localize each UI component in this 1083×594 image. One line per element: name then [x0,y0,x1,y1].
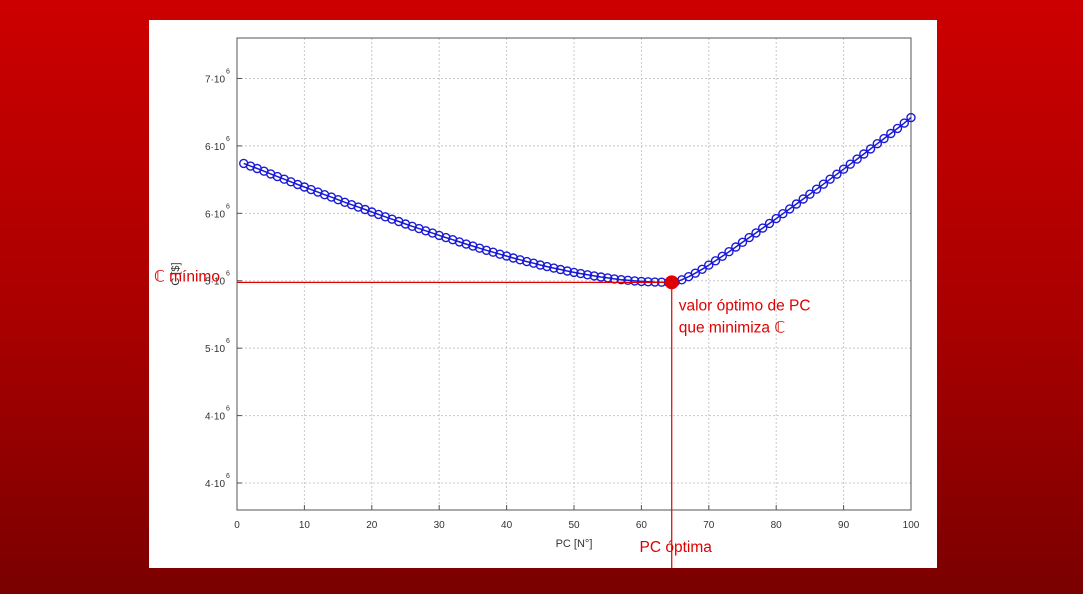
data-point [636,276,647,287]
x-tick-label: 50 [568,520,580,531]
optimal-pc-annotation: PC óptima [640,539,713,556]
optimum-annotation-line2: que minimiza ℂ [679,319,786,336]
data-point [582,270,593,280]
x-tick-label: 90 [838,520,850,531]
y-tick-label: 6·10 [205,142,225,153]
chart-svg: 0 10 20 30 40 50 60 70 80 90 100 4·1064·1065·1065·… [154,37,920,568]
y-tick-label: 4·10 [205,412,225,423]
data-point [886,128,896,139]
data-point [811,184,822,194]
y-tick-label: 5·10 [205,277,225,288]
data-point [434,230,444,241]
data-point [596,272,606,282]
x-tick-label: 0 [234,520,240,531]
data-point [468,241,478,251]
data-point [569,267,579,278]
data-point [838,164,849,174]
y-tick-exponent: 6 [226,203,230,210]
data-point [758,223,768,233]
data-point [616,275,626,285]
data-point [710,256,721,266]
data-point [488,247,498,257]
data-point [515,255,525,265]
y-tick-exponent: 6 [226,271,230,278]
data-point [865,144,876,154]
data-point [906,112,916,123]
data-point [555,264,566,275]
x-tick-label: 80 [771,520,783,531]
data-point [731,242,741,252]
series-line [243,117,912,284]
optimum-annotation-line1: valor óptimo de PC [679,297,811,314]
data-point [448,234,458,245]
chart-panel: 0 10 20 30 40 50 60 70 80 90 100 4·10 6 4·10 6 5·10 6 5·… [149,20,937,568]
y-tick-exponent: 6 [226,68,230,75]
y-tick-exponent: 6 [226,473,230,480]
y-tick-exponent: 6 [226,338,230,345]
data-point [845,159,855,169]
data-point [771,213,781,224]
data-point [899,118,909,128]
data-point [508,253,518,263]
data-point [764,218,775,229]
data-point [872,138,882,149]
data-point [697,264,707,275]
data-point [805,189,815,199]
data-point [744,232,754,243]
data-point [791,199,802,209]
y-tick-label: 7·10 [205,74,225,85]
data-point [501,251,512,261]
data-point [414,223,424,234]
data-point [549,263,559,273]
data-point [737,237,748,248]
x-tick-label: 10 [299,520,311,531]
data-point [852,154,862,164]
series-markers [238,112,916,288]
data-point [562,266,572,276]
data-point [690,268,700,278]
x-tick-label: 20 [366,520,378,531]
data-point [798,194,808,204]
x-axis-label: PC [N°] [556,538,593,550]
data-point [751,228,761,238]
data-point [724,246,734,257]
optimum-point [664,275,679,290]
y-tick-label: 4·10 [205,479,225,490]
data-point [542,261,552,272]
min-cost-annotation: ℂ mínimo [154,268,220,285]
data-point [785,204,795,214]
x-tick-label: 100 [903,520,920,531]
x-tick-label: 40 [501,520,513,531]
y-tick-label: 5·10 [205,344,225,355]
data-point [589,271,599,281]
data-point [535,260,545,270]
x-tick-label: 60 [636,520,648,531]
data-point [461,239,471,249]
data-point [818,179,829,189]
data-point [623,275,633,285]
y-tick-label: 6·10 [205,209,225,220]
data-point [859,149,869,159]
data-point [879,133,889,144]
y-tick-exponent: 6 [226,406,230,413]
data-point [825,174,835,184]
x-tick-label: 70 [703,520,715,531]
data-point [481,245,492,256]
grid [236,38,912,510]
y-axis-label: C [$] [170,262,182,285]
data-point [778,208,788,219]
data-point [892,123,903,134]
x-axis-ticks: 0 10 20 30 40 50 60 70 80 90 100 [234,505,920,531]
data-point [576,268,586,279]
data-point [704,260,714,270]
data-point [630,276,640,286]
data-point [717,251,727,262]
x-tick-label: 30 [434,520,446,531]
data-point [495,249,505,259]
data-point [528,258,539,268]
y-tick-exponent: 6 [226,136,230,143]
data-point [522,256,532,267]
data-point [832,169,842,179]
